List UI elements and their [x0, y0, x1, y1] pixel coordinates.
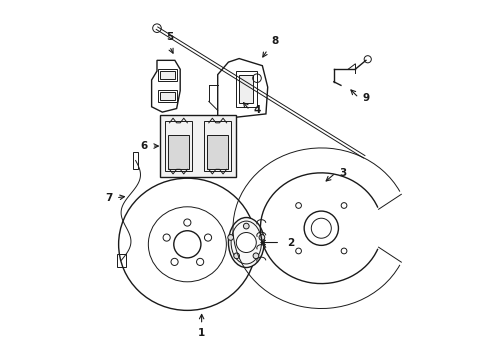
Text: 8: 8 [271, 36, 278, 46]
Circle shape [243, 223, 248, 229]
Bar [206, 135, 228, 169]
Circle shape [152, 24, 161, 32]
Bar [160, 92, 175, 100]
Circle shape [253, 253, 258, 259]
Text: 7: 7 [105, 193, 112, 203]
Text: 3: 3 [339, 168, 346, 178]
Bar [164, 121, 192, 171]
Bar [157, 90, 177, 103]
Bar [160, 115, 236, 177]
Circle shape [227, 235, 233, 240]
Bar [160, 71, 175, 79]
Bar [203, 121, 231, 171]
Bar [132, 152, 138, 169]
Text: 4: 4 [253, 105, 260, 115]
Circle shape [233, 253, 239, 259]
Bar [239, 75, 253, 103]
Circle shape [236, 233, 256, 252]
Text: 9: 9 [362, 93, 369, 103]
Bar [167, 135, 189, 169]
Bar [235, 71, 257, 107]
Bar [117, 254, 125, 267]
Ellipse shape [228, 217, 264, 267]
Text: 6: 6 [141, 141, 148, 151]
Text: 1: 1 [198, 328, 205, 338]
Text: 2: 2 [287, 238, 294, 248]
Text: 5: 5 [165, 32, 173, 42]
Bar [157, 68, 177, 81]
Circle shape [259, 235, 264, 240]
